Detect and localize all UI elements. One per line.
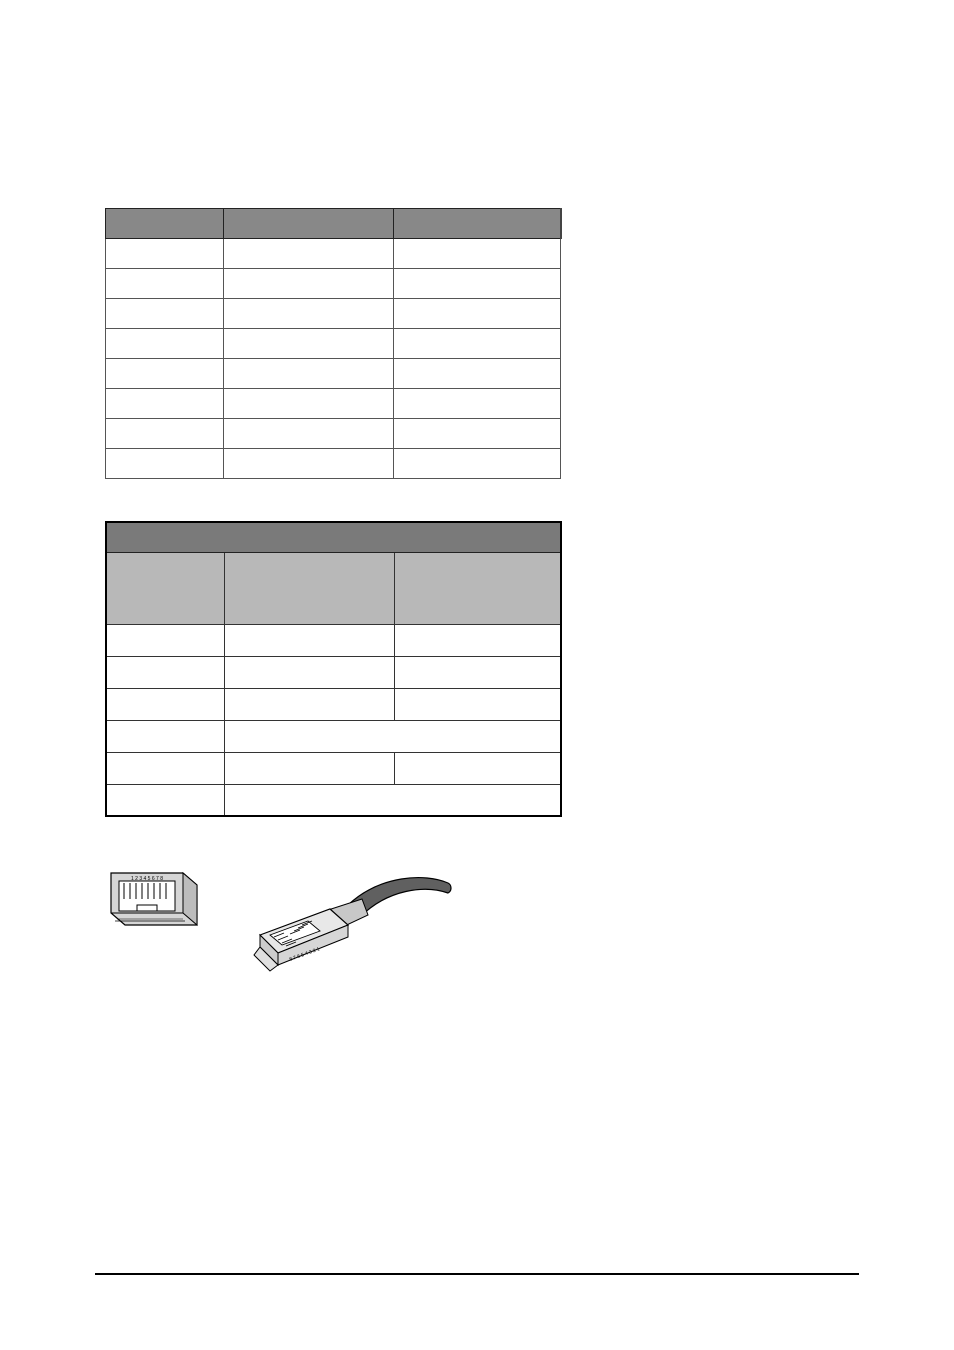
table-row [106, 329, 561, 359]
table-row [106, 688, 561, 720]
subheader-0 [106, 552, 224, 624]
subheader-1 [224, 552, 394, 624]
table-row [106, 656, 561, 688]
table-title [106, 522, 561, 552]
table-row [106, 239, 561, 269]
table-row [106, 624, 561, 656]
table-row [106, 389, 561, 419]
col-header-1 [224, 209, 394, 239]
rj45-plug-icon: 8 7 6 5 4 3 2 1 [230, 865, 455, 985]
table-row [106, 299, 561, 329]
footer-rule [95, 1273, 859, 1275]
subheader-2 [394, 552, 561, 624]
pinout-table [105, 208, 562, 479]
table-row [106, 419, 561, 449]
table-row [106, 784, 561, 816]
table-row [106, 359, 561, 389]
connector-figures: 1 2 3 4 5 6 7 8 [105, 859, 859, 985]
table-row [106, 720, 561, 752]
table-row [106, 752, 561, 784]
jack-pin-labels: 1 2 3 4 5 6 7 8 [131, 876, 163, 882]
table-header-row [106, 209, 561, 239]
table-row [106, 269, 561, 299]
rj45-jack-icon: 1 2 3 4 5 6 7 8 [105, 859, 200, 939]
col-header-0 [106, 209, 224, 239]
table-subheader-row [106, 552, 561, 624]
table-row [106, 449, 561, 479]
connector-spec-table [105, 521, 562, 817]
col-header-2 [394, 209, 561, 239]
table-title-row [106, 522, 561, 552]
